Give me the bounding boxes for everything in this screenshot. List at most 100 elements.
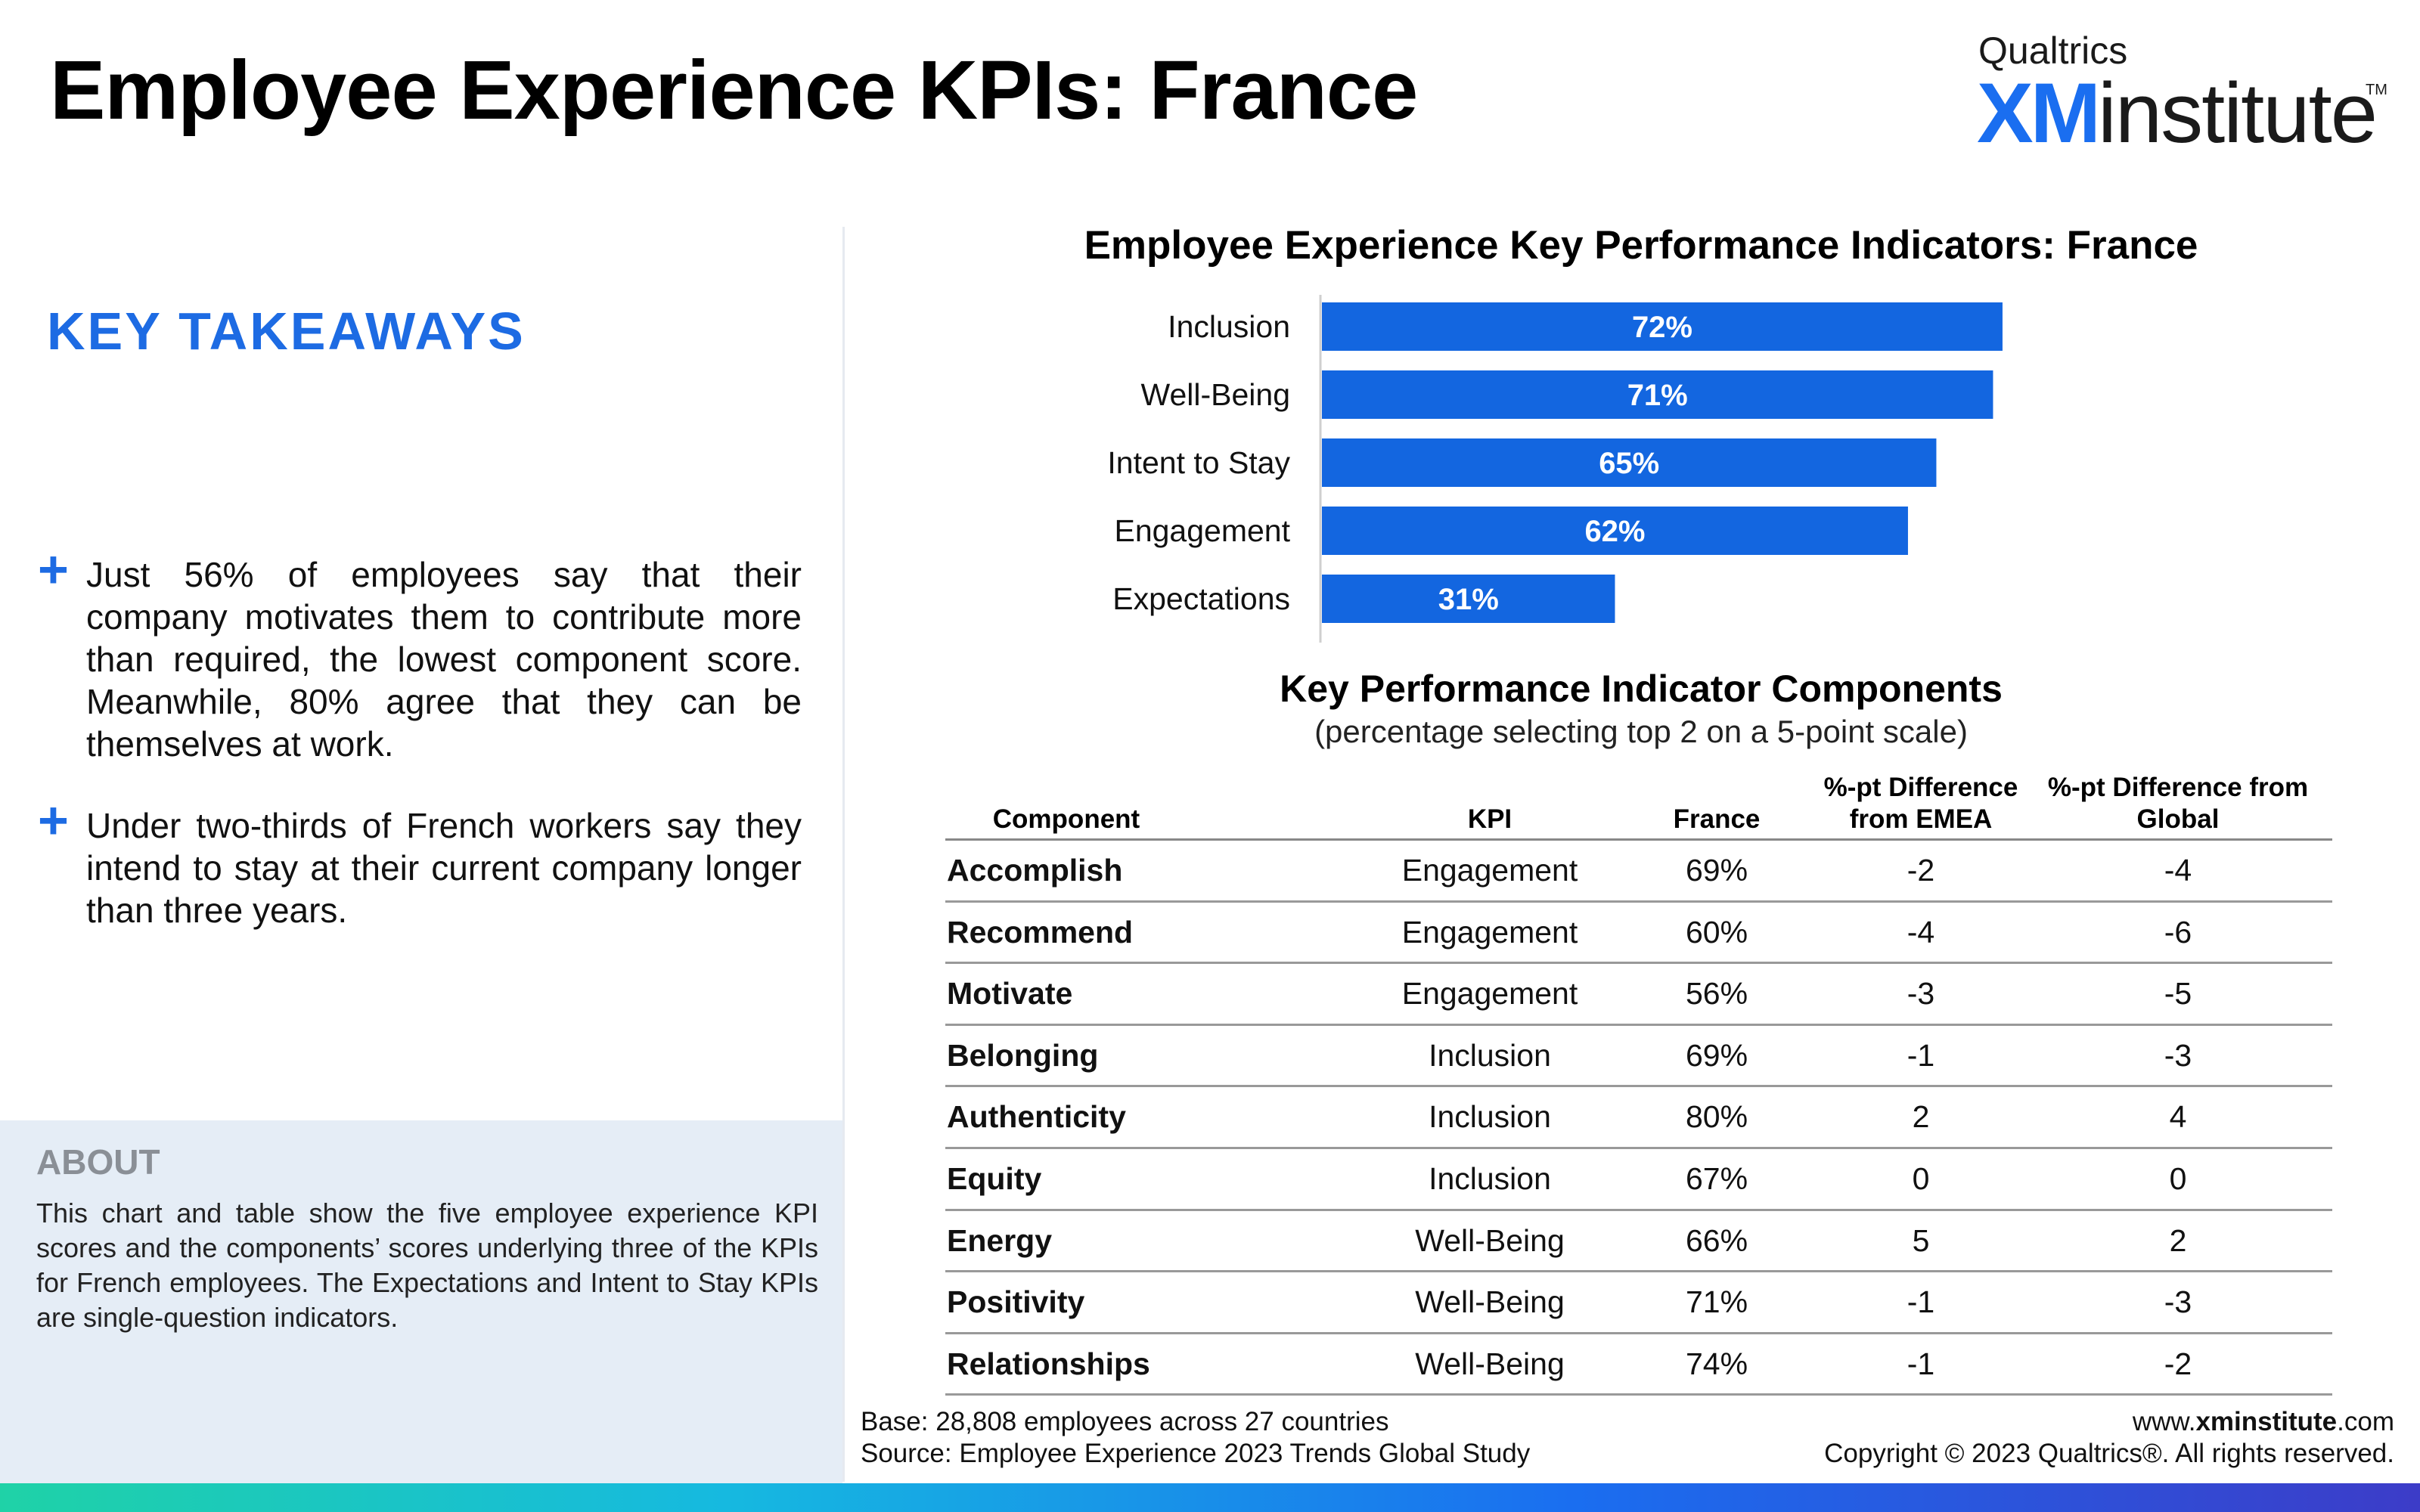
chart-title: Employee Experience Key Performance Indi… [1084,223,2198,268]
cell-global-diff: -4 [2164,853,2192,888]
cell-emea-diff: 5 [1912,1222,1930,1258]
key-takeaways-heading: KEY TAKEAWAYS [47,302,526,361]
takeaway-item: + Under two-thirds of French workers say… [38,794,802,931]
about-panel: ABOUT This chart and table show the five… [0,1120,842,1483]
header-kpi: KPI [1467,804,1512,834]
cell-france: 69% [1685,853,1748,888]
cell-kpi: Engagement [1401,914,1578,950]
logo-tm-mark: TM [2366,82,2387,98]
cell-emea-diff: -1 [1907,1284,1935,1320]
plus-icon: + [38,540,69,599]
cell-france: 74% [1685,1346,1748,1381]
bar-category-label: Inclusion [1168,309,1290,344]
header-global-diff: %-pt Difference from Global [2047,773,2309,834]
bar-category-label: Intent to Stay [1107,445,1290,480]
cell-france: 66% [1685,1222,1748,1258]
table-row: Recommend Engagement 60% -4 -6 [945,903,2332,965]
cell-global-diff: 4 [2169,1099,2187,1135]
cell-kpi: Inclusion [1429,1099,1551,1135]
cell-kpi: Well-Being [1415,1284,1565,1320]
logo-xm-text: XM [1977,66,2101,160]
table-subtitle: (percentage selecting top 2 on a 5-point… [1314,714,1968,749]
cell-global-diff: -3 [2164,1284,2192,1320]
cell-global-diff: -5 [2164,976,2192,1012]
kpi-bar [1322,507,1908,555]
cell-kpi: Well-Being [1415,1346,1565,1381]
table-row: Belonging Inclusion 69% -1 -3 [945,1026,2332,1088]
table-header-row: Component KPI France %-pt Difference fro… [945,771,2332,841]
takeaway-text: Under two-thirds of French workers say t… [86,806,802,930]
table-row: Accomplish Engagement 69% -2 -4 [945,841,2332,903]
cell-global-diff: -2 [2164,1346,2192,1381]
plus-icon: + [38,791,69,850]
cell-global-diff: 0 [2169,1160,2187,1196]
header-component: Component [992,804,1140,834]
column-divider [842,227,845,1482]
bar-category-label: Expectations [1112,581,1290,616]
cell-component: Positivity [947,1284,1085,1320]
table-row: Motivate Engagement 56% -3 -5 [945,964,2332,1026]
cell-component: Equity [947,1160,1042,1196]
bar-value-label: 71% [1627,379,1688,412]
cell-france: 67% [1685,1160,1748,1196]
base-note: Base: 28,808 employees across 27 countri… [861,1406,1530,1470]
cell-france: 80% [1685,1099,1748,1135]
xm-institute-logo: Qualtrics XM institute TM [1977,29,2387,156]
kpi-bar [1322,302,2003,351]
kpi-bar-chart: Inclusion 72% Well-Being 71% Intent to Stay 6… [1059,295,2344,643]
cell-component: Belonging [947,1037,1099,1073]
table-row: Authenticity Inclusion 80% 2 4 [945,1087,2332,1149]
takeaway-text: Just 56% of employees say that their com… [86,555,802,764]
about-heading: ABOUT [36,1142,160,1182]
table-row: Positivity Well-Being 71% -1 -3 [945,1272,2332,1334]
cell-component: Accomplish [947,853,1123,888]
cell-component: Recommend [947,914,1134,950]
bar-value-label: 72% [1632,311,1692,344]
website-url: www.xminstitute.com [1824,1406,2394,1438]
cell-emea-diff: -1 [1907,1346,1935,1381]
cell-emea-diff: -4 [1907,914,1935,950]
base-text: Base: 28,808 employees across 27 countri… [861,1407,1389,1436]
cell-kpi: Inclusion [1429,1160,1551,1196]
cell-emea-diff: -2 [1907,853,1935,888]
cell-emea-diff: 0 [1912,1160,1930,1196]
cell-component: Energy [947,1222,1052,1258]
bar-value-label: 65% [1599,447,1659,480]
bar-value-label: 62% [1584,515,1645,548]
kpi-bar [1322,438,1937,487]
cell-emea-diff: -3 [1907,976,1935,1012]
kpi-bar [1322,575,1615,623]
source-text: Source: Employee Experience 2023 Trends … [861,1439,1531,1468]
cell-global-diff: -3 [2164,1037,2192,1073]
table-row: Relationships Well-Being 74% -1 -2 [945,1334,2332,1396]
logo-institute-text: institute [2098,66,2378,160]
kpi-components-table: Component KPI France %-pt Difference fro… [945,771,2332,1396]
kpi-bar-chart-svg: Inclusion 72% Well-Being 71% Intent to Stay 6… [1107,295,2003,643]
header-emea-diff: %-pt Difference from EMEA [1823,773,2018,834]
url-domain: xminstitute [2195,1407,2338,1436]
table-row: Equity Inclusion 67% 0 0 [945,1149,2332,1211]
url-suffix: .com [2337,1407,2394,1436]
cell-france: 60% [1685,914,1748,950]
table-title: Key Performance Indicator Components [1280,668,2003,710]
cell-emea-diff: 2 [1912,1099,1930,1135]
bar-category-label: Well-Being [1141,377,1291,412]
cell-france: 56% [1685,976,1748,1012]
cell-kpi: Engagement [1401,853,1578,888]
copyright-block: www.xminstitute.com Copyright © 2023 Qua… [1824,1406,2394,1470]
cell-kpi: Well-Being [1415,1222,1565,1258]
cell-france: 71% [1685,1284,1748,1320]
cell-component: Motivate [947,976,1073,1012]
header-france: France [1673,804,1761,834]
page-title: Employee Experience KPIs: France [50,44,1418,137]
cell-component: Authenticity [947,1099,1126,1135]
about-text: This chart and table show the five emplo… [36,1198,818,1333]
bottom-gradient-bar [0,1483,2420,1512]
bar-category-label: Engagement [1114,513,1290,548]
url-prefix: www. [2132,1407,2196,1436]
cell-global-diff: 2 [2169,1222,2187,1258]
table-row: Energy Well-Being 66% 5 2 [945,1211,2332,1273]
table-body: Accomplish Engagement 69% -2 -4 Recommend Enga… [945,841,2332,1396]
cell-global-diff: -6 [2164,914,2192,950]
logo-qualtrics-text: Qualtrics [1978,29,2128,72]
